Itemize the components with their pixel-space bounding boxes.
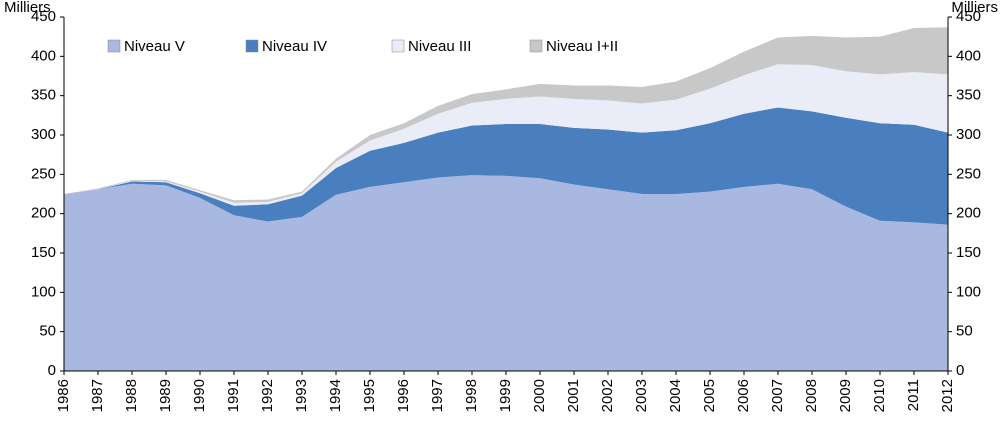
- x-tick-label: 1991: [225, 379, 242, 412]
- y-tick-label: 0: [48, 362, 56, 379]
- x-tick-label: 2003: [633, 379, 650, 412]
- y2-tick-label: 300: [956, 126, 981, 143]
- x-tick-label: 1999: [497, 379, 514, 412]
- y-tick-label: 100: [31, 283, 56, 300]
- y2-tick-label: 250: [956, 165, 981, 182]
- y2-tick-label: 150: [956, 244, 981, 261]
- x-tick-label: 2007: [769, 379, 786, 412]
- y2-tick-label: 400: [956, 47, 981, 64]
- x-tick-label: 2000: [531, 379, 548, 412]
- legend-label: Niveau V: [124, 38, 185, 55]
- y2-tick-label: 0: [956, 362, 964, 379]
- x-tick-label: 1994: [327, 379, 344, 412]
- y2-tick-label: 200: [956, 205, 981, 222]
- y-tick-label: 150: [31, 244, 56, 261]
- legend-swatch: [107, 39, 121, 53]
- x-tick-label: 2002: [599, 379, 616, 412]
- x-tick-label: 1989: [157, 379, 174, 412]
- y-tick-label: 300: [31, 126, 56, 143]
- y-tick-label: 200: [31, 205, 56, 222]
- y-tick-label: 50: [39, 323, 56, 340]
- legend-swatch: [529, 39, 543, 53]
- legend-label: Niveau III: [408, 38, 471, 55]
- x-tick-label: 2010: [871, 379, 888, 412]
- x-tick-label: 1986: [55, 379, 72, 412]
- x-tick-label: 1996: [395, 379, 412, 412]
- y-tick-label: 400: [31, 47, 56, 64]
- x-tick-label: 2008: [803, 379, 820, 412]
- x-tick-label: 2004: [667, 379, 684, 412]
- x-tick-label: 2005: [701, 379, 718, 412]
- x-tick-label: 2006: [735, 379, 752, 412]
- x-tick-label: 2011: [905, 379, 922, 411]
- y-axis-label-left: Milliers: [4, 0, 51, 16]
- x-tick-label: 1995: [361, 379, 378, 412]
- x-tick-label: 1988: [123, 379, 140, 412]
- area: [64, 64, 948, 206]
- x-tick-label: 1993: [293, 379, 310, 412]
- legend-label: Niveau IV: [262, 38, 327, 55]
- x-tick-label: 2001: [565, 379, 582, 412]
- x-tick-label: 1987: [89, 379, 106, 412]
- legend-swatch: [245, 39, 259, 53]
- x-tick-label: 1990: [191, 379, 208, 412]
- y-axis-label-right: Milliers: [951, 0, 998, 16]
- legend-label: Niveau I+II: [546, 38, 618, 55]
- legend-swatch: [391, 39, 405, 53]
- x-tick-label: 2009: [837, 379, 854, 412]
- area: [64, 175, 948, 371]
- y-tick-label: 450: [31, 8, 56, 25]
- x-tick-label: 2012: [939, 379, 956, 412]
- y-tick-label: 250: [31, 165, 56, 182]
- x-tick-label: 1992: [259, 379, 276, 412]
- x-tick-label: 1998: [463, 379, 480, 412]
- y2-tick-label: 50: [956, 323, 973, 340]
- area: [64, 27, 948, 203]
- y2-tick-label: 350: [956, 87, 981, 104]
- area: [64, 107, 948, 225]
- y2-tick-label: 100: [956, 283, 981, 300]
- y2-tick-label: 450: [956, 8, 981, 25]
- x-tick-label: 1997: [429, 379, 446, 412]
- y-tick-label: 350: [31, 87, 56, 104]
